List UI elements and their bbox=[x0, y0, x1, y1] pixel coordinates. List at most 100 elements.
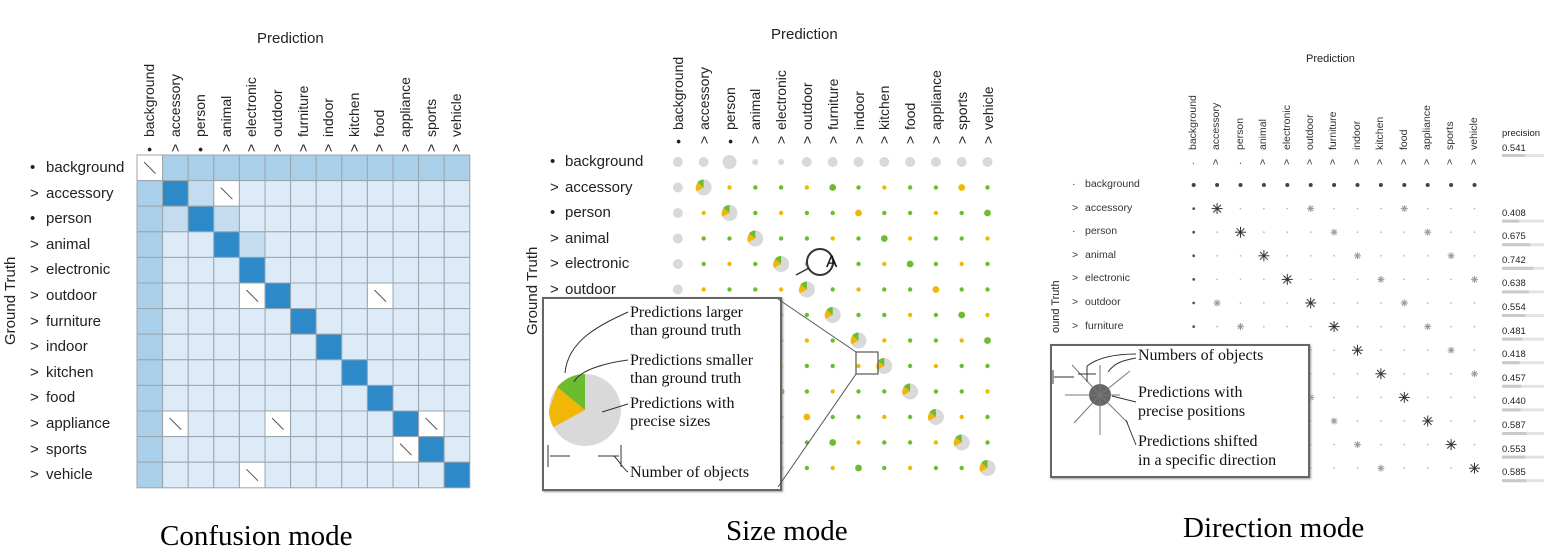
size-glyph bbox=[672, 182, 683, 193]
size-glyph bbox=[985, 312, 990, 318]
matrix-cell bbox=[341, 461, 368, 489]
size-glyph bbox=[985, 414, 990, 420]
size-glyph bbox=[959, 261, 964, 267]
matrix-cell bbox=[341, 205, 368, 233]
size-glyph bbox=[985, 363, 990, 369]
size-glyph bbox=[905, 157, 916, 167]
matrix-cell bbox=[213, 461, 240, 489]
matrix-cell bbox=[162, 256, 189, 284]
size-glyph bbox=[827, 157, 838, 167]
row-marker: • bbox=[550, 204, 556, 221]
matrix-cell bbox=[264, 154, 292, 182]
size-glyph bbox=[727, 287, 732, 292]
direction-glyph bbox=[1333, 349, 1335, 352]
size-glyph bbox=[727, 261, 732, 267]
matrix-cell bbox=[443, 282, 471, 310]
direction-glyph bbox=[1426, 278, 1429, 281]
size-glyph-larger bbox=[852, 332, 859, 341]
direction-glyph bbox=[1403, 349, 1406, 352]
empty-cell-slash bbox=[399, 443, 412, 456]
matrix-cell bbox=[187, 231, 215, 258]
direction-glyph-ray bbox=[1237, 323, 1244, 330]
matrix-cell bbox=[162, 359, 189, 386]
matrix-cell bbox=[238, 154, 266, 182]
size-glyph bbox=[882, 261, 887, 267]
size-mode-panel: Prediction Ground Truth • background > acce… bbox=[520, 0, 1040, 559]
size-glyph bbox=[804, 236, 810, 241]
matrix-cell bbox=[213, 384, 240, 412]
direction-glyph bbox=[1380, 254, 1382, 257]
direction-glyph bbox=[1356, 396, 1359, 399]
direction-glyph-ray bbox=[1283, 275, 1292, 284]
matrix-cell bbox=[264, 256, 292, 284]
direction-glyph-ray bbox=[1470, 463, 1479, 473]
matrix-cell bbox=[136, 308, 164, 335]
size-glyph-smaller bbox=[850, 335, 859, 345]
matrix-cell bbox=[443, 436, 471, 463]
matrix-cell bbox=[418, 282, 445, 310]
direction-glyph bbox=[1216, 231, 1218, 234]
row-marker: > bbox=[1072, 201, 1079, 214]
pointer-precise bbox=[601, 403, 629, 413]
legend-glyph-ray bbox=[1099, 370, 1131, 396]
matrix-cell bbox=[264, 205, 292, 233]
size-glyph bbox=[907, 414, 913, 420]
matrix-cell bbox=[418, 154, 445, 182]
size-glyph bbox=[804, 185, 810, 190]
matrix-cell bbox=[418, 205, 445, 233]
matrix-cell bbox=[315, 333, 343, 361]
matrix-cell bbox=[213, 256, 240, 284]
size-glyph-smaller bbox=[798, 284, 807, 294]
col-label-vehicle: vehicle bbox=[448, 93, 465, 137]
direction-glyph bbox=[1192, 278, 1196, 281]
size-glyph bbox=[959, 389, 964, 394]
matrix-cell bbox=[213, 436, 240, 463]
size-glyph bbox=[753, 210, 758, 216]
matrix-cell bbox=[264, 384, 292, 412]
size-glyph bbox=[930, 157, 941, 167]
size-glyph bbox=[907, 287, 913, 292]
matrix-cell bbox=[290, 410, 317, 438]
matrix-cell bbox=[315, 410, 343, 438]
matrix-cell bbox=[187, 308, 215, 335]
size-glyph bbox=[778, 159, 785, 165]
size-glyph bbox=[882, 465, 887, 471]
size-glyph bbox=[882, 338, 887, 343]
direction-glyph bbox=[1309, 349, 1312, 352]
col-label-person: person bbox=[192, 94, 209, 137]
size-glyph bbox=[804, 338, 810, 343]
matrix-cell bbox=[443, 359, 471, 386]
matrix-cell bbox=[238, 308, 266, 335]
matrix-cell bbox=[162, 384, 189, 412]
direction-glyph bbox=[1450, 231, 1452, 234]
size-glyph bbox=[933, 465, 939, 471]
matrix-cell bbox=[315, 308, 343, 335]
matrix-cell bbox=[315, 436, 343, 463]
pointer-smaller bbox=[573, 359, 629, 383]
direction-glyph bbox=[1450, 302, 1452, 304]
matrix-cell bbox=[162, 461, 189, 489]
legend-glyph-ray bbox=[1073, 394, 1101, 424]
size-glyph bbox=[672, 233, 683, 244]
size-glyph bbox=[727, 185, 732, 190]
row-marker: > bbox=[30, 415, 39, 432]
matrix-cell bbox=[162, 231, 189, 258]
size-glyph bbox=[907, 210, 913, 216]
direction-glyph bbox=[1403, 443, 1406, 446]
matrix-cell bbox=[213, 410, 240, 438]
direction-glyph bbox=[1309, 278, 1312, 281]
direction-glyph-ray bbox=[1353, 345, 1362, 355]
size-glyph bbox=[882, 414, 887, 420]
direction-glyph bbox=[1333, 443, 1335, 446]
empty-cell-slash bbox=[271, 417, 284, 430]
matrix-cell bbox=[366, 205, 394, 233]
size-glyph bbox=[907, 236, 913, 241]
size-glyph bbox=[855, 464, 862, 472]
size-glyph-larger bbox=[878, 358, 885, 366]
matrix-cell bbox=[187, 205, 215, 233]
precision-bar bbox=[1502, 432, 1527, 435]
precision-bar bbox=[1502, 243, 1531, 247]
matrix-cell bbox=[213, 205, 240, 233]
matrix-cell bbox=[162, 282, 189, 310]
size-glyph bbox=[672, 284, 683, 295]
